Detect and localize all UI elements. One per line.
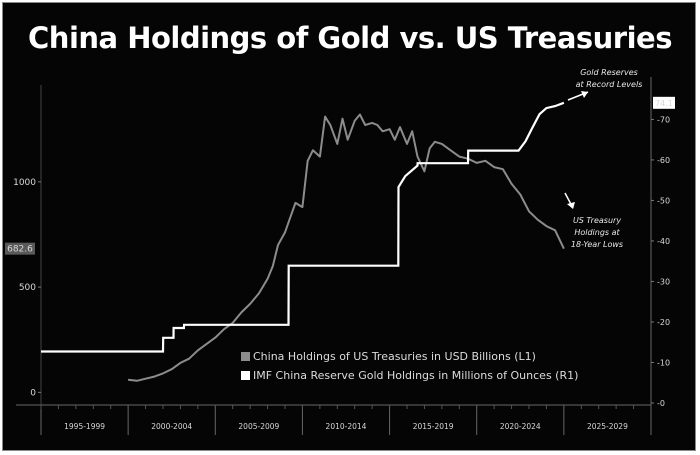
right-tick-label: -20 bbox=[657, 318, 670, 327]
chart-title: China Holdings of Gold vs. US Treasuries bbox=[28, 21, 672, 55]
series-layer bbox=[41, 101, 565, 382]
left-tick-label: 0 bbox=[30, 388, 36, 398]
chart-frame: China Holdings of Gold vs. US Treasuries… bbox=[2, 2, 696, 451]
right-tick-label: -10 bbox=[657, 358, 670, 367]
right-tick-label: -60 bbox=[657, 156, 670, 165]
x-tick-label: 2020-2024 bbox=[500, 422, 541, 431]
treasuries-last-value: 682.6 bbox=[7, 245, 33, 255]
right-tick-label: -70 bbox=[657, 115, 670, 124]
treasury-annotation-text: 18-Year Lows bbox=[571, 240, 623, 249]
gold-reserves-line bbox=[41, 101, 565, 353]
right-tick-label: -0 bbox=[657, 399, 665, 408]
right-tick-label: -40 bbox=[657, 237, 670, 246]
gold-last-value-box bbox=[653, 96, 675, 109]
legend-swatch bbox=[241, 352, 250, 361]
treasury-annotation-text: US Treasury bbox=[573, 216, 621, 225]
right-tick-label: -30 bbox=[657, 277, 670, 286]
legend: China Holdings of US Treasuries in USD B… bbox=[241, 350, 578, 382]
x-tick-label: 2005-2009 bbox=[238, 422, 279, 431]
labels-layer: 682.6 74.1 bbox=[5, 96, 675, 255]
gold-last-value: 74.1 bbox=[655, 99, 673, 108]
x-tick-label: 2025-2029 bbox=[587, 422, 628, 431]
left-tick-label: 1000 bbox=[13, 178, 36, 188]
axes-layer: 0 500 1000 -0 -10 -20 -30 -40 -50 -60 -70 1995-1999… bbox=[13, 77, 670, 435]
left-tick-label: 500 bbox=[19, 283, 36, 293]
gold-annotation-text: at Record Levels bbox=[576, 80, 643, 89]
treasury-annotation-arrowhead bbox=[567, 202, 575, 209]
x-tick-label: 2000-2004 bbox=[151, 422, 192, 431]
line-chart: 0 500 1000 -0 -10 -20 -30 -40 -50 -60 -70 1995-1999… bbox=[5, 68, 675, 435]
gold-annotation-arrowhead bbox=[581, 91, 588, 98]
gold-annotation-text: Gold Reserves bbox=[580, 68, 638, 77]
x-tick-label: 1995-1999 bbox=[64, 422, 105, 431]
treasuries-line bbox=[127, 113, 565, 382]
annotations-layer: Gold Reserves at Record Levels US Treasury… bbox=[564, 68, 643, 249]
treasuries-last-value-box bbox=[5, 242, 35, 255]
legend-entry: China Holdings of US Treasuries in USD B… bbox=[253, 350, 536, 363]
right-tick-label: -50 bbox=[657, 196, 670, 205]
legend-swatch bbox=[241, 371, 250, 380]
treasury-annotation-text: Holdings at bbox=[574, 228, 620, 237]
legend-entry: IMF China Reserve Gold Holdings in Milli… bbox=[253, 369, 578, 382]
x-tick-label: 2015-2019 bbox=[413, 422, 454, 431]
x-tick-label: 2010-2014 bbox=[326, 422, 367, 431]
